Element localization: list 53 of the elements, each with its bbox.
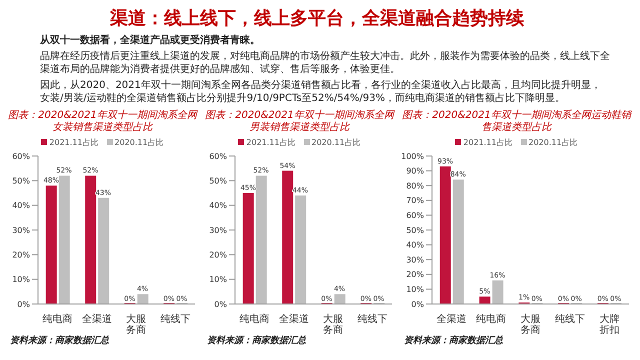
y-tick-label: 10% [406, 285, 424, 294]
legend-label: 2021.11占比 [48, 136, 98, 148]
y-tick-label: 0% [411, 300, 424, 309]
y-tick-label: 100% [401, 152, 424, 161]
chart-title: 图表：2020&2021年双十一期间淘系全网女装销售渠道类型占比 [7, 110, 199, 135]
legend-label: 2020.11占比 [528, 136, 578, 148]
y-tick-label: 50% [12, 176, 30, 186]
x-tick-label: 纯电商 [42, 313, 73, 325]
text: 从双十一数据看，全渠道产品或更受消费者青睐。 [40, 34, 261, 47]
legend-label: 2020.11占比 [310, 136, 361, 148]
text: 资料来源：商家数据汇总 [207, 336, 306, 346]
legend-label: 2020.11占比 [114, 136, 164, 148]
chart-title: 图表：2020&2021年双十一期间淘系全网运动鞋销售渠道类型占比 [401, 110, 633, 135]
x-tick-label: 全渠道 [82, 313, 112, 325]
y-tick-label: 60% [12, 152, 30, 161]
y-tick-label: 40% [12, 201, 30, 210]
x-tick-label: 纯线下 [160, 313, 190, 325]
y-tick-label: 80% [406, 181, 424, 190]
y-tick-label: 20% [12, 250, 30, 260]
legend-label: 2021.11占比 [245, 136, 296, 148]
text: 资料来源：商家数据汇总 [404, 336, 503, 346]
y-tick-label: 30% [209, 226, 228, 235]
text: 因此，从2020、2021年双十一期间淘系全网各品类分渠道销售额占比看，各行业的全渠道收入占比最高，且均同比提升明显，女装/男装/运动鞋的全渠道销售额占比分别提升9/10/9PCTs至52%/54%/93%，而纯电商渠道的销售额占比下降明显。 [40, 79, 602, 105]
chart-title: 图表：2020&2021年双十一期间淘系全网男装销售渠道类型占比 [204, 110, 396, 135]
x-tick-label: 纯线下 [554, 313, 585, 325]
y-tick-label: 50% [406, 226, 424, 235]
text: 渠道：线上线下，线上多平台，全渠道融合趋势持续 [110, 7, 524, 30]
x-tick-label: 大服务商 [520, 313, 540, 336]
x-tick-label: 大服务商 [323, 313, 344, 336]
y-tick-label: 0% [17, 300, 30, 309]
x-tick-label: 大服务商 [126, 313, 146, 336]
y-tick-label: 30% [12, 226, 30, 235]
y-tick-label: 60% [406, 211, 424, 220]
y-tick-label: 20% [406, 270, 424, 280]
y-tick-label: 90% [406, 166, 424, 176]
x-tick-label: 全渠道 [278, 313, 309, 325]
y-tick-label: 10% [209, 275, 228, 284]
x-tick-label: 纯电商 [240, 313, 270, 325]
y-tick-label: 20% [209, 250, 228, 260]
legend-label: 2021.11占比 [462, 136, 512, 148]
text: 品牌在经历疫情后更注重线上渠道的发展，对纯电商品牌的市场份额产生较大冲击。此外，服装作为需要体验的品类，线上线下全渠道布局的品牌能为消费者提供更好的品牌感知、试穿、售后等服务，体验更佳。 [40, 50, 610, 76]
y-tick-label: 70% [406, 196, 424, 206]
y-tick-label: 40% [209, 201, 228, 210]
x-tick-label: 全渠道 [436, 313, 467, 325]
x-tick-label: 纯电商 [476, 313, 506, 325]
y-tick-label: 40% [406, 240, 424, 250]
y-tick-label: 0% [214, 300, 228, 309]
y-tick-label: 30% [406, 255, 424, 264]
text: 资料来源：商家数据汇总 [10, 336, 109, 346]
y-tick-label: 60% [209, 152, 228, 161]
y-tick-label: 10% [12, 275, 30, 284]
y-tick-label: 50% [209, 176, 228, 186]
x-tick-label: 纯线下 [357, 313, 388, 325]
